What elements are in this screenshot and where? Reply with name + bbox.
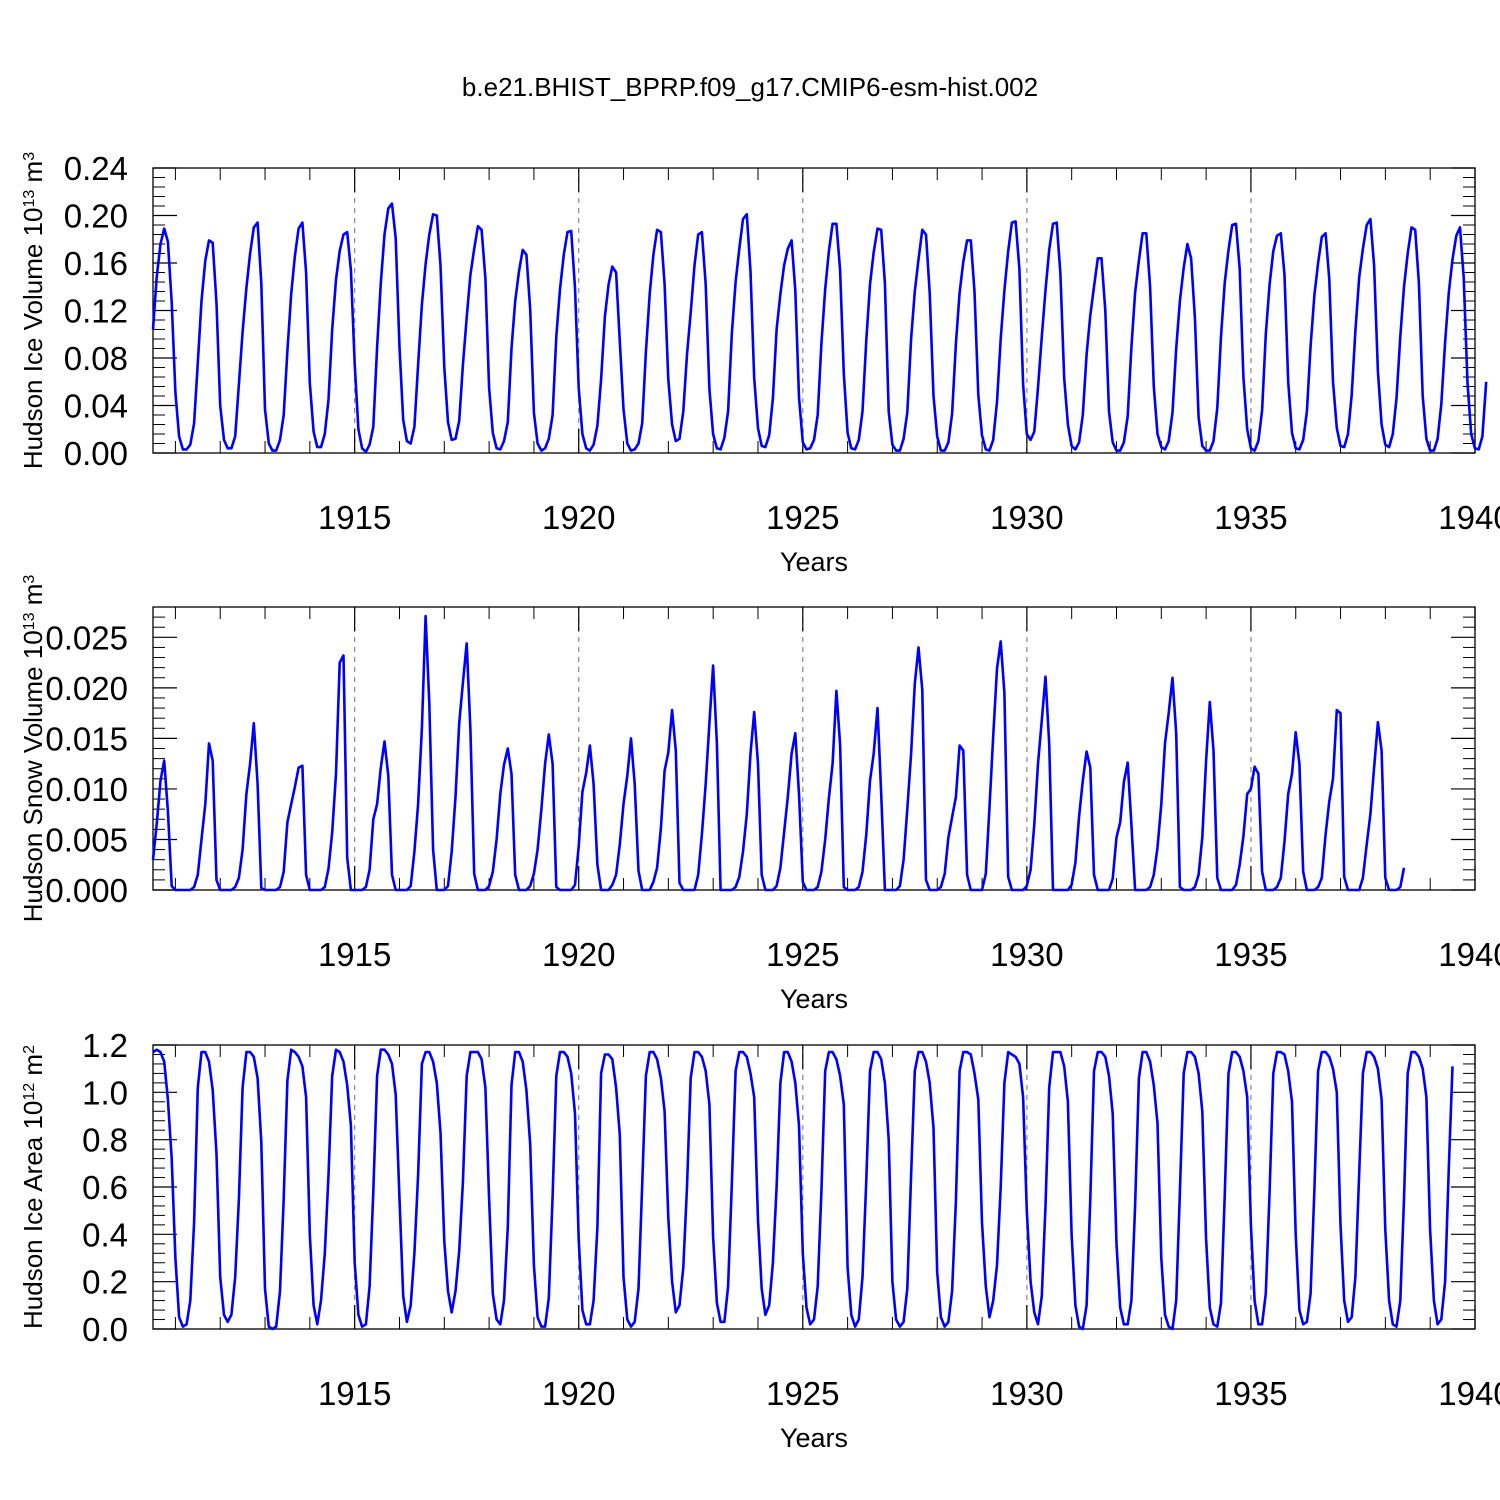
panel-3-xtick-label-1920: 1920 — [542, 1375, 615, 1412]
panel-1-ylabel-part: Hudson Ice Volume 10 — [18, 207, 48, 469]
panel-2-xtick-label-1930: 1930 — [990, 936, 1063, 973]
panel-1-xtick-label-1920: 1920 — [542, 499, 615, 536]
panel-1-series-line — [151, 202, 1488, 454]
panel-3-ylabel-part: Hudson Ice Area 10 — [18, 1101, 48, 1329]
panel-2-ylabel-superscript: 3 — [21, 575, 38, 584]
panel-3-ytick-label-5: 1.0 — [82, 1074, 128, 1111]
panel-3-ytick-label-6: 1.2 — [82, 1027, 128, 1064]
panel-2-ylabel-part: m — [18, 584, 48, 613]
panel-2-ylabel: Hudson Snow Volume 1013 m3 — [18, 575, 48, 923]
panel-3-ytick-label-2: 0.4 — [82, 1216, 128, 1253]
panel-2-xtick-label-1915: 1915 — [318, 936, 391, 973]
panel-2-frame — [152, 606, 1476, 891]
panel-1-ytick-label-5: 0.20 — [64, 198, 128, 235]
panel-2-ytick-label-2: 0.010 — [45, 771, 128, 808]
panel-3-xtick-label-1915: 1915 — [318, 1375, 391, 1412]
panel-2-xtick-label-1920: 1920 — [542, 936, 615, 973]
panel-2-ytick-label-5: 0.025 — [45, 619, 128, 656]
panel-2-series-line — [151, 614, 1406, 892]
panel-3-ylabel-superscript: 12 — [21, 1083, 38, 1101]
panel-1-xlabel: Years — [780, 547, 848, 577]
panel-3-ytick-label-1: 0.2 — [82, 1264, 128, 1301]
panel-1-ylabel-part: m — [18, 161, 48, 190]
panel-2-xtick-label-1935: 1935 — [1214, 936, 1287, 973]
panel-3-ylabel-superscript: 2 — [21, 1045, 38, 1054]
panel-1-ylabel: Hudson Ice Volume 1013 m3 — [18, 152, 48, 469]
panel-2-ytick-label-3: 0.015 — [45, 720, 128, 757]
panel-3-ytick-label-3: 0.6 — [82, 1169, 128, 1206]
panel-3-ylabel: Hudson Ice Area 1012 m2 — [18, 1045, 48, 1329]
panel-3-ylabel-part: m — [18, 1054, 48, 1083]
panel-1-ylabel-superscript: 13 — [21, 190, 38, 208]
panel-1-ytick-label-6: 0.24 — [64, 150, 128, 187]
panel-1-xtick-label-1935: 1935 — [1214, 499, 1287, 536]
figure-title: b.e21.BHIST_BPRP.f09_g17.CMIP6-esm-hist.… — [462, 72, 1038, 102]
panel-1-xtick-label-1930: 1930 — [990, 499, 1063, 536]
panel-3-xtick-label-1925: 1925 — [766, 1375, 839, 1412]
panel-2-ylabel-part: Hudson Snow Volume 10 — [18, 630, 48, 922]
panel-1-xtick-label-1915: 1915 — [318, 499, 391, 536]
panel-1-ytick-label-0: 0.00 — [64, 435, 128, 472]
panel-1-frame — [152, 167, 1476, 454]
panel-3-ytick-label-0: 0.0 — [82, 1311, 128, 1348]
panel-1-ytick-label-2: 0.08 — [64, 340, 128, 377]
panel-2-xlabel: Years — [780, 984, 848, 1014]
panel-3-xlabel: Years — [780, 1423, 848, 1453]
panel-2-ytick-label-0: 0.000 — [45, 872, 128, 909]
panel-3-frame — [152, 1044, 1476, 1330]
panel-1-ytick-label-3: 0.12 — [64, 293, 128, 330]
panel-1-ytick-label-1: 0.04 — [64, 388, 128, 425]
panel-2-ytick-label-1: 0.005 — [45, 821, 128, 858]
panel-2-ytick-label-4: 0.020 — [45, 670, 128, 707]
panel-3-series-line — [152, 1048, 1454, 1331]
panel-3-ytick-label-4: 0.8 — [82, 1122, 128, 1159]
panel-1-ylabel-superscript: 3 — [21, 152, 38, 161]
panel-2-ylabel-superscript: 13 — [21, 612, 38, 630]
panel-3-xtick-label-1930: 1930 — [990, 1375, 1063, 1412]
panel-1-ytick-label-4: 0.16 — [64, 245, 128, 282]
panel-3-xtick-label-1935: 1935 — [1214, 1375, 1287, 1412]
panel-2-xtick-label-1925: 1925 — [766, 936, 839, 973]
panel-1-xtick-label-1925: 1925 — [766, 499, 839, 536]
